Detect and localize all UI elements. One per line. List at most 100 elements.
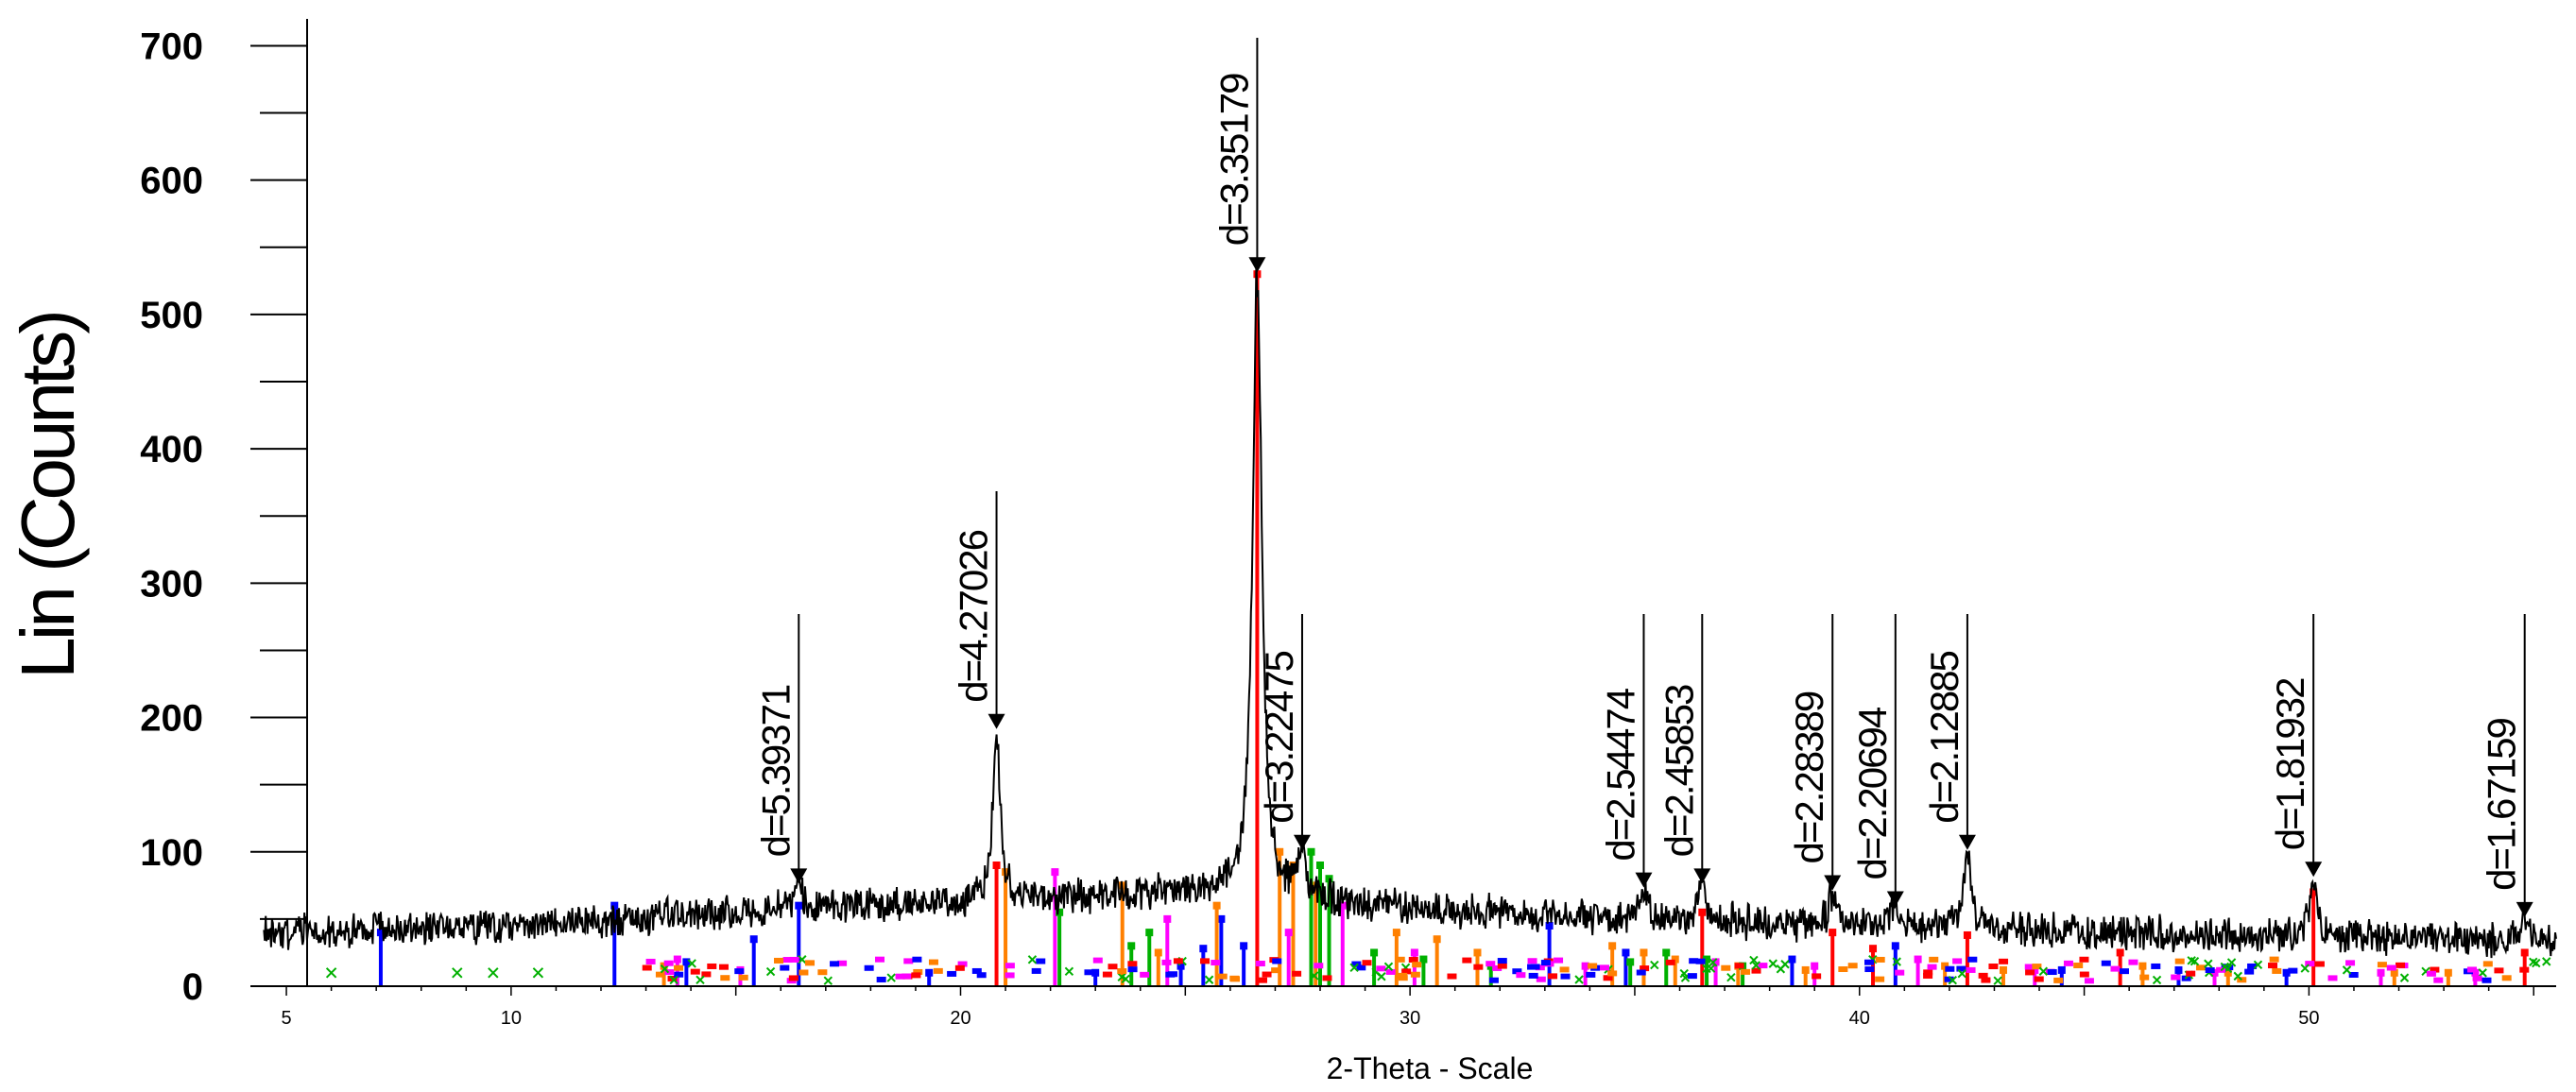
reference-marker xyxy=(1734,963,1744,969)
peak-label: d=3.22475 xyxy=(1257,651,1301,823)
reference-stick-cap xyxy=(1801,965,1810,974)
reference-marker xyxy=(1528,972,1538,979)
reference-marker xyxy=(1168,971,1178,978)
reference-marker xyxy=(1200,958,1211,964)
x-axis-label: 2-Theta - Scale xyxy=(1327,1051,1534,1085)
reference-marker xyxy=(2205,967,2215,974)
reference-marker xyxy=(1005,972,1015,979)
peak-label: d=2.45853 xyxy=(1657,685,1701,857)
reference-marker xyxy=(669,975,678,985)
peak-arrow xyxy=(790,868,808,884)
x-tick-label: 10 xyxy=(501,1008,522,1029)
peak-label: d=2.20694 xyxy=(1850,707,1895,879)
reference-stick-cap xyxy=(610,901,619,910)
reference-stick-cap xyxy=(2471,968,2480,977)
reference-stick-cap xyxy=(1051,868,1059,877)
reference-marker xyxy=(1967,956,1978,963)
reference-marker xyxy=(1322,975,1332,981)
reference-marker xyxy=(1927,964,1937,970)
reference-marker xyxy=(1356,964,1366,971)
reference-marker xyxy=(1599,964,1609,971)
reference-marker xyxy=(2220,962,2229,972)
reference-stick-cap xyxy=(2282,968,2291,977)
reference-stick-cap xyxy=(1176,962,1185,970)
reference-stick-cap xyxy=(1419,955,1428,964)
reference-marker xyxy=(1485,961,1496,967)
peak-label: d=5.39371 xyxy=(753,685,798,857)
reference-marker xyxy=(2345,960,2356,966)
reference-marker xyxy=(2348,972,2359,979)
reference-marker xyxy=(2300,964,2310,973)
reference-marker xyxy=(452,967,463,979)
reference-marker xyxy=(1351,961,1362,967)
reference-marker xyxy=(1395,956,1405,963)
reference-marker xyxy=(2288,967,2298,974)
reference-marker xyxy=(2501,975,2512,981)
reference-marker xyxy=(1758,963,1768,969)
reference-marker xyxy=(1217,973,1228,980)
reference-marker xyxy=(2152,975,2162,985)
reference-stick-cap xyxy=(1433,935,1441,944)
reference-marker xyxy=(1092,957,1103,964)
y-tick-label: 700 xyxy=(140,26,203,67)
reference-marker xyxy=(1492,964,1503,971)
reference-marker xyxy=(1376,965,1386,972)
reference-marker xyxy=(1410,971,1420,978)
reference-stick-cap xyxy=(1711,958,1720,966)
reference-stick-cap xyxy=(2138,962,2147,970)
reference-marker xyxy=(1574,975,1584,984)
reference-marker xyxy=(2253,960,2263,969)
reference-marker xyxy=(1161,959,1172,965)
reference-marker xyxy=(1102,971,1112,978)
reference-marker xyxy=(1695,958,1706,964)
reference-marker xyxy=(1173,958,1183,964)
reference-marker xyxy=(1776,964,1786,974)
peak-label: d=4.27026 xyxy=(952,530,996,702)
reference-stick-cap xyxy=(682,958,691,966)
reference-marker xyxy=(1721,964,1731,971)
reference-marker xyxy=(2386,964,2396,971)
reference-stick-cap xyxy=(2520,948,2529,957)
reference-marker xyxy=(1462,957,1472,964)
reference-marker xyxy=(2110,965,2121,972)
peak-annotation: d=1.81932 xyxy=(2268,614,2323,878)
reference-stick-cap xyxy=(1392,929,1400,937)
reference-marker xyxy=(2399,973,2410,982)
reference-marker xyxy=(2532,958,2541,968)
reference-marker xyxy=(1812,973,1822,980)
x-tick-label: 20 xyxy=(950,1008,970,1029)
reference-stick-cap xyxy=(2390,968,2398,977)
reference-marker xyxy=(2482,961,2493,967)
peak-annotation: d=3.22475 xyxy=(1257,614,1311,850)
reference-stick-cap xyxy=(1963,930,1971,939)
reference-marker xyxy=(660,964,670,974)
reference-marker xyxy=(2433,977,2444,983)
peak-label: d=2.54474 xyxy=(1598,688,1642,861)
reference-stick-cap xyxy=(1212,901,1221,910)
reference-stick-cap xyxy=(1284,929,1293,937)
reference-marker xyxy=(817,969,828,976)
reference-marker xyxy=(2038,966,2049,976)
peak-annotation: d=1.67159 xyxy=(2480,614,2533,917)
x-tick-label: 5 xyxy=(281,1008,291,1029)
reference-marker xyxy=(1084,969,1094,976)
reference-marker xyxy=(1706,964,1716,973)
reference-marker xyxy=(789,956,799,963)
reference-marker xyxy=(1005,963,1015,969)
reference-marker xyxy=(1588,963,1598,969)
reference-marker xyxy=(2025,969,2035,976)
reference-marker xyxy=(1847,963,1858,969)
reference-stick-cap xyxy=(1056,908,1064,916)
reference-marker xyxy=(687,959,696,968)
reference-marker xyxy=(1314,963,1324,969)
reference-marker xyxy=(1540,960,1551,966)
reference-marker xyxy=(1768,959,1777,968)
reference-marker xyxy=(1401,968,1412,975)
reference-marker xyxy=(2024,964,2035,970)
peak-arrow xyxy=(2305,862,2323,878)
reference-stick-cap xyxy=(1914,955,1922,964)
peak-arrow xyxy=(1886,891,1904,907)
reference-marker xyxy=(765,966,776,977)
reference-marker xyxy=(1488,977,1499,983)
